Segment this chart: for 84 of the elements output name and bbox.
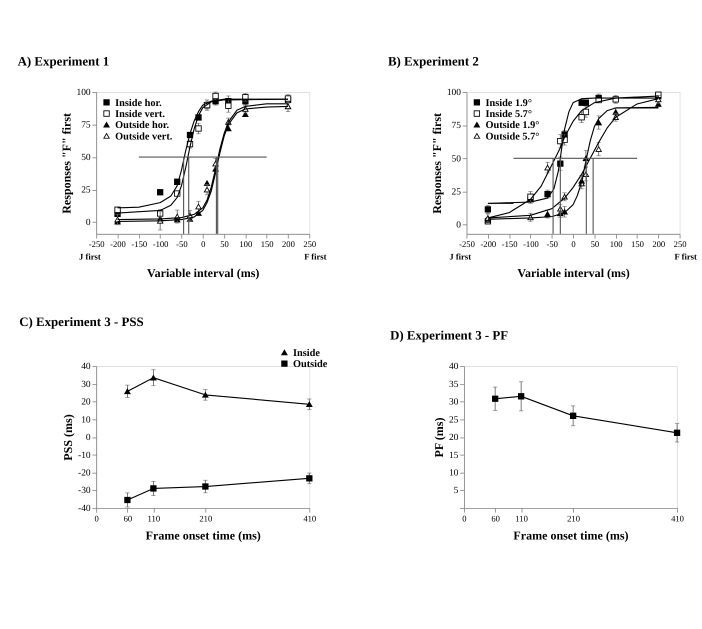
x-tick-label: -200 [480,239,496,250]
x-tick-label: 50 [590,239,600,250]
y-tick-label: 100 [76,88,91,98]
x-tick-label: -250 [88,239,105,250]
y-tick-label: -40 [78,504,91,514]
legend-label: Outside hor. [115,120,170,132]
y-tick-label: 40 [81,362,91,372]
y-tick-label: -20 [78,468,91,479]
x-tick-label: -50 [176,239,188,250]
x-tick-label: 100 [610,239,623,250]
chart-title: B) Experiment 2 [388,54,479,68]
x-tick-label: 200 [652,239,666,250]
x-axis-title: Frame onset time (ms) [513,528,629,542]
y-tick-label: 0 [456,220,462,231]
x-tick-label: -150 [502,239,518,250]
y-tick-label: -10 [78,450,91,461]
y-axis-title: Responses "F" first [430,112,444,214]
x-tick-label: 60 [491,513,500,524]
y-axis-title: PF (ms) [432,418,446,458]
y-tick-label: 20 [448,433,459,444]
text: F first [674,252,697,262]
x-tick-label: 210 [199,513,212,524]
legend-label: Outside 5.7° [485,131,540,142]
x-tick-label: -150 [131,239,148,250]
y-tick-label: 75 [452,121,462,132]
x-tick-label: 100 [239,239,252,250]
legend-label: Outside vert. [115,131,173,142]
y-tick-label: 100 [446,88,462,98]
chart-title: D) Experiment 3 - PF [390,328,508,343]
x-tick-label: 250 [674,239,687,250]
x-tick-label: 110 [148,513,160,524]
x-tick-label: 0 [94,513,99,524]
y-tick-label: 50 [452,154,462,164]
y-axis-title: PSS (ms) [61,414,76,461]
y-tick-label: 25 [448,415,459,426]
x-tick-label: 210 [567,513,580,524]
y-tick-label: 5 [454,486,459,496]
legend-label: Inside 1.9° [485,98,532,109]
x-tick-label: 50 [220,239,229,250]
text: F first [304,252,327,262]
text: J first [79,252,101,262]
x-tick-label: -250 [459,239,475,250]
y-tick-label: 20 [81,398,91,408]
legend-label: Inside hor. [115,98,162,109]
x-tick-label: 150 [260,239,274,250]
y-tick-label: 50 [81,153,91,164]
y-tick-label: 75 [81,120,91,131]
x-tick-label: 110 [515,513,528,524]
y-tick-label: 40 [448,362,459,372]
x-tick-label: -100 [152,239,168,250]
y-tick-label: 10 [81,415,91,426]
legend-label: Inside [293,348,320,359]
y-tick-label: 25 [81,186,91,196]
y-tick-label: 35 [448,380,459,390]
legend-label: Inside vert. [115,108,166,120]
x-tick-label: 0 [201,239,206,250]
x-tick-label: 200 [282,239,295,250]
y-tick-label: 0 [86,433,91,444]
chart-title: C) Experiment 3 - PSS [19,314,144,329]
text: J first [449,252,472,262]
y-tick-label: 30 [81,380,91,390]
y-tick-label: 0 [86,218,91,228]
y-tick-label: 15 [448,450,459,461]
legend-label: Inside 5.7° [485,108,532,120]
legend-label: Outside [293,359,328,370]
x-tick-label: 0 [571,239,576,250]
x-tick-label: -200 [110,239,126,250]
y-tick-label: 30 [448,398,459,408]
y-tick-label: -30 [78,486,91,496]
x-tick-label: -100 [523,239,539,250]
chart-title: A) Experiment 1 [18,54,110,68]
x-tick-label: 60 [124,513,132,524]
x-tick-label: 410 [671,513,684,524]
x-tick-label: 410 [303,513,316,524]
x-axis-title: Variable interval (ms) [517,266,630,280]
x-axis-title: Frame onset time (ms) [146,528,261,542]
x-tick-label: -50 [546,239,558,250]
x-tick-label: 250 [303,239,316,250]
y-tick-label: 10 [448,468,459,479]
y-tick-label: 25 [452,187,462,198]
y-axis-title: Responses "F" first [59,112,74,214]
x-tick-label: 150 [631,239,644,250]
legend-label: Outside 1.9° [485,120,540,132]
x-axis-title: Variable interval (ms) [147,266,260,280]
